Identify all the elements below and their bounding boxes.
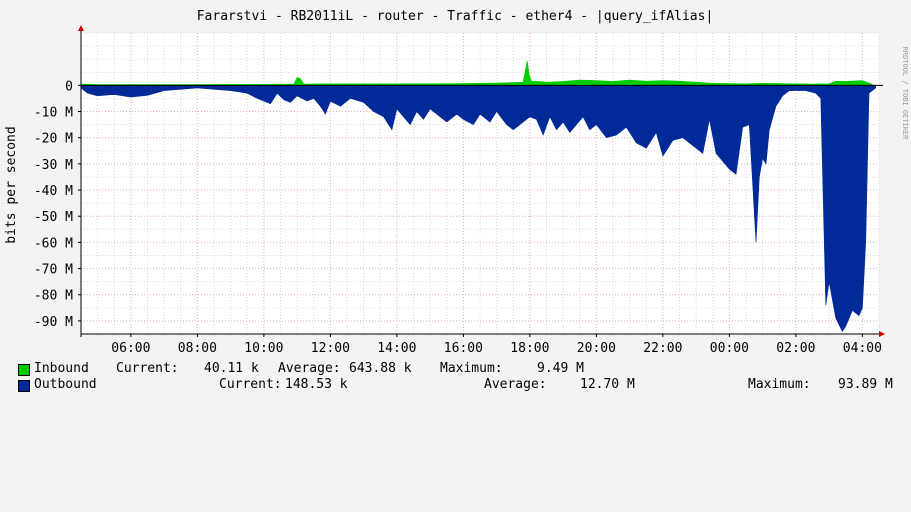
x-tick-label: 10:00 [244,341,283,356]
x-tick-label: 02:00 [776,341,815,356]
x-tick-label: 12:00 [311,341,350,356]
outbound-label: Outbound [34,377,97,392]
y-tick-label: -50 M [34,210,73,225]
x-axis-arrow [879,331,885,337]
y-tick-label: -80 M [34,289,73,304]
x-tick-label: 00:00 [710,341,749,356]
outbound-current-label: Current: [219,377,282,392]
y-tick-label: -90 M [34,315,73,330]
x-tick-label: 14:00 [377,341,416,356]
x-tick-label: 04:00 [843,341,882,356]
outbound-average-value: 12.70 M [580,377,635,392]
outbound-maximum-value: 93.89 M [838,377,893,392]
chart-title: Fararstvi - RB2011iL - router - Traffic … [197,9,714,24]
inbound-current-label: Current: [116,361,179,376]
y-tick-label: -60 M [34,236,73,251]
y-axis-label: bits per second [4,126,19,243]
y-tick-label: -70 M [34,263,73,278]
y-tick-label: -10 M [34,106,73,121]
data-areas [80,60,876,333]
outbound-current-value: 148.53 k [285,377,348,392]
y-tick-label: -30 M [34,158,73,173]
legend-row-outbound: Outbound Current: 148.53 k Average: 12.7… [0,377,911,393]
outbound-average-label: Average: [484,377,547,392]
inbound-maximum-value: 9.49 M [537,361,584,376]
x-tick-labels: 06:00 08:00 10:00 12:00 14:00 16:00 18:00 20:00… [111,341,882,356]
y-tick-label: -40 M [34,184,73,199]
inbound-area [80,60,873,86]
y-tick-labels: 0 -10 M -20 M -30 M -40 M -50 M -60 M -70 M -80 … [34,79,73,330]
y-axis-arrow [78,25,84,31]
inbound-average-label: Average: [278,361,341,376]
x-tick-label: 06:00 [111,341,150,356]
x-tick-label: 22:00 [643,341,682,356]
outbound-area [80,85,876,333]
axes [78,25,885,337]
traffic-graph: Fararstvi - RB2011iL - router - Traffic … [4,9,909,356]
inbound-current-value: 40.11 k [204,361,259,376]
inbound-average-value: 643.88 k [349,361,412,376]
legend-row-inbound: Inbound Current: 40.11 k Average: 643.88… [0,361,911,377]
y-tick-label: -20 M [34,132,73,147]
outbound-swatch [18,380,30,392]
x-tick-label: 20:00 [577,341,616,356]
inbound-swatch [18,364,30,376]
x-tick-label: 08:00 [178,341,217,356]
rrdtool-watermark: RRDTOOL / TOBI OETIKER [901,47,909,141]
y-tick-label: 0 [65,79,73,94]
x-tick-label: 18:00 [510,341,549,356]
x-tick-label: 16:00 [444,341,483,356]
outbound-maximum-label: Maximum: [748,377,811,392]
inbound-label: Inbound [34,361,89,376]
inbound-maximum-label: Maximum: [440,361,503,376]
